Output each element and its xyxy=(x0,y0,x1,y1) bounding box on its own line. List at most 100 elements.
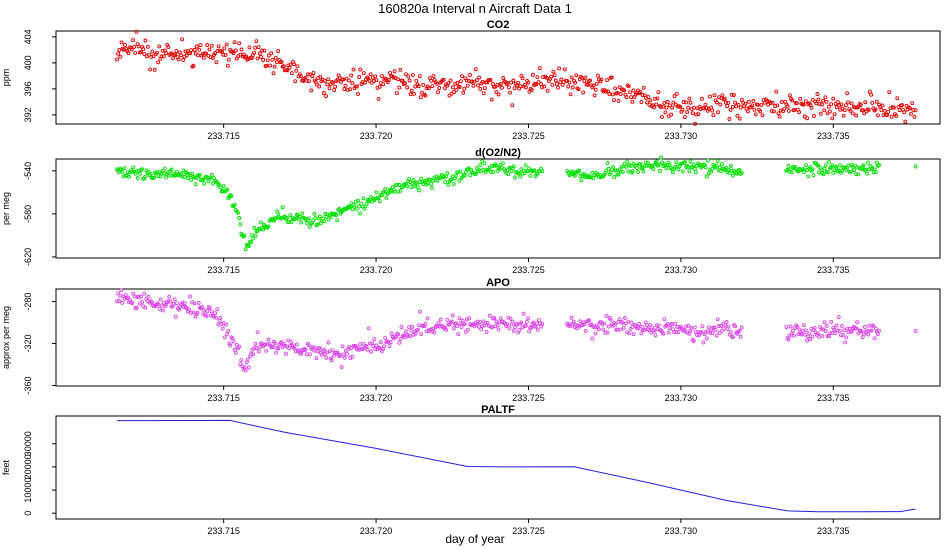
data-point xyxy=(146,294,151,299)
data-point xyxy=(680,107,685,112)
data-point xyxy=(145,44,150,49)
data-point xyxy=(157,306,162,311)
data-point xyxy=(673,321,678,326)
data-point xyxy=(406,74,411,79)
data-point xyxy=(832,168,837,173)
data-point xyxy=(442,86,447,91)
data-point xyxy=(806,174,811,179)
data-point xyxy=(720,162,724,166)
data-point xyxy=(853,105,858,110)
data-point xyxy=(473,67,478,72)
data-point xyxy=(693,170,698,175)
data-point xyxy=(671,170,675,175)
data-point xyxy=(281,64,286,69)
data-point xyxy=(725,104,730,109)
data-point xyxy=(720,93,725,98)
data-point xyxy=(454,88,459,92)
data-point xyxy=(490,164,494,168)
data-point xyxy=(276,346,281,351)
data-point xyxy=(306,79,311,84)
data-point xyxy=(178,53,183,57)
data-point xyxy=(691,162,696,167)
data-point xyxy=(710,108,715,113)
data-point xyxy=(743,101,748,106)
data-point xyxy=(636,170,641,175)
data-point xyxy=(724,166,729,170)
data-point xyxy=(480,159,485,164)
data-point xyxy=(150,49,155,54)
data-point xyxy=(493,84,498,89)
x-tick-label: 233.720 xyxy=(360,265,393,275)
data-point xyxy=(759,102,764,107)
x-tick-label: 233.720 xyxy=(360,526,393,536)
data-point xyxy=(517,327,522,332)
data-point xyxy=(253,45,258,50)
data-point xyxy=(844,335,849,340)
data-point xyxy=(468,173,473,178)
data-point xyxy=(129,47,134,52)
data-point xyxy=(501,75,506,80)
data-point xyxy=(143,38,148,43)
data-point xyxy=(468,73,472,77)
data-point xyxy=(310,74,315,79)
data-point xyxy=(526,80,531,85)
data-point xyxy=(699,330,704,335)
data-point xyxy=(482,161,487,166)
data-point xyxy=(678,104,683,109)
data-point xyxy=(293,79,298,84)
data-point xyxy=(461,90,466,95)
data-point xyxy=(167,173,172,178)
data-point xyxy=(505,322,510,327)
data-point xyxy=(273,341,277,346)
data-point xyxy=(603,330,608,335)
data-point xyxy=(249,240,254,245)
data-point xyxy=(282,343,287,348)
data-point xyxy=(393,189,397,194)
y-tick-label: 400 xyxy=(23,55,33,70)
data-point xyxy=(641,169,646,174)
data-point xyxy=(518,84,523,89)
data-point xyxy=(143,305,148,310)
data-point xyxy=(414,181,419,186)
data-point xyxy=(804,163,808,168)
data-point xyxy=(511,328,516,333)
data-point xyxy=(329,358,334,363)
data-point xyxy=(832,112,837,117)
data-point xyxy=(202,308,207,313)
data-point xyxy=(216,322,221,327)
data-point xyxy=(424,329,429,334)
x-tick-label: 233.735 xyxy=(817,526,850,536)
data-point xyxy=(723,100,728,105)
data-point xyxy=(822,166,827,171)
data-point xyxy=(280,205,285,210)
data-point xyxy=(855,320,860,325)
data-point xyxy=(488,78,493,83)
data-point xyxy=(670,105,675,110)
data-point xyxy=(407,176,412,181)
data-point xyxy=(630,169,635,174)
y-tick-label: 404 xyxy=(23,29,33,44)
data-point xyxy=(196,53,201,58)
data-point xyxy=(630,99,635,104)
data-point xyxy=(346,78,351,83)
data-point xyxy=(377,84,382,89)
data-point xyxy=(419,176,424,181)
data-point xyxy=(156,174,161,179)
data-point xyxy=(133,50,138,55)
data-point xyxy=(443,180,448,185)
data-point xyxy=(298,74,303,79)
data-point xyxy=(794,101,799,106)
data-point xyxy=(879,108,884,112)
data-point xyxy=(612,175,617,180)
data-point xyxy=(215,307,220,312)
data-point xyxy=(583,75,588,80)
data-point xyxy=(454,174,458,179)
data-point xyxy=(496,327,501,332)
plot-frame xyxy=(55,288,941,387)
data-point xyxy=(284,351,288,356)
data-point xyxy=(317,84,322,89)
data-point xyxy=(593,331,598,336)
data-point xyxy=(628,164,633,168)
data-point xyxy=(391,75,396,80)
data-point xyxy=(862,111,867,116)
